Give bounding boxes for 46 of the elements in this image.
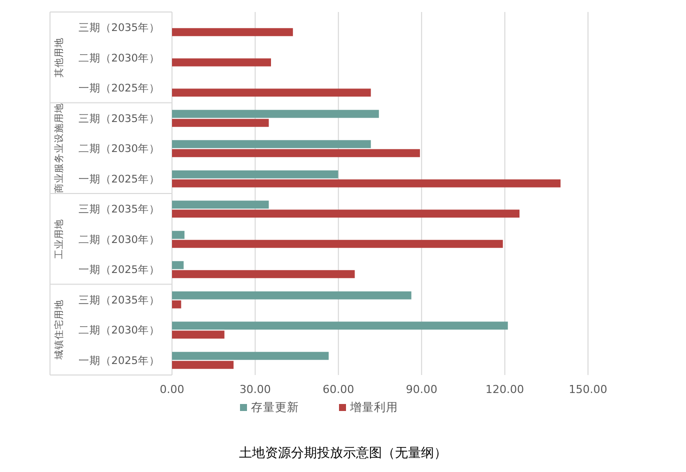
y-tick-label: 一期（2025年）	[78, 173, 160, 186]
bar	[172, 352, 329, 360]
x-tick-label: 90.00	[406, 383, 438, 396]
bar	[172, 200, 269, 209]
bar	[172, 270, 355, 278]
bar	[172, 170, 338, 178]
y-tick-label: 二期（2030年）	[78, 143, 160, 156]
x-tick-label: 60.00	[322, 383, 354, 396]
bar	[172, 210, 520, 218]
y-tick-label: 二期（2030年）	[78, 234, 160, 246]
y-tick-label: 三期（2035年）	[78, 294, 160, 306]
y-tick-label: 三期（2035年）	[78, 112, 160, 125]
bar	[172, 300, 182, 308]
x-tick-label: 150.00	[568, 383, 608, 396]
bar	[172, 330, 224, 339]
bar	[172, 88, 371, 97]
y-tick-label: 三期（2035年）	[78, 22, 160, 34]
text: 土地资源分期投放示意图（无量纲）	[239, 446, 447, 461]
bar	[172, 240, 503, 248]
y-tick-label: 一期（2025年）	[78, 354, 160, 367]
bar	[172, 58, 272, 66]
bar	[172, 291, 412, 300]
bar	[172, 118, 269, 127]
bar	[172, 28, 293, 36]
text: 工业用地	[53, 218, 65, 259]
y-tick-label: 一期（2025年）	[78, 82, 160, 95]
bar	[172, 322, 508, 330]
bar	[172, 230, 184, 239]
bar	[172, 140, 371, 148]
legend-label: 存量更新	[251, 400, 299, 414]
bar	[172, 360, 234, 369]
y-tick-label: 二期（2030年）	[78, 52, 160, 64]
text: 城镇住宅用地	[53, 300, 65, 361]
text: 其他用地	[53, 37, 65, 78]
x-tick-label: 0.00	[160, 383, 184, 396]
bar	[172, 149, 420, 158]
bar	[172, 110, 379, 118]
y-tick-label: 三期（2035年）	[78, 204, 160, 216]
bar	[172, 179, 561, 188]
y-tick-label: 二期（2030年）	[78, 324, 160, 337]
y-tick-label: 一期（2025年）	[78, 264, 160, 276]
text: 商业服务业设施用地	[53, 103, 65, 194]
legend-label: 增量利用	[349, 400, 398, 414]
x-tick-label: 120.00	[486, 383, 524, 396]
x-tick-label: 30.00	[239, 383, 271, 396]
bar	[172, 261, 184, 270]
